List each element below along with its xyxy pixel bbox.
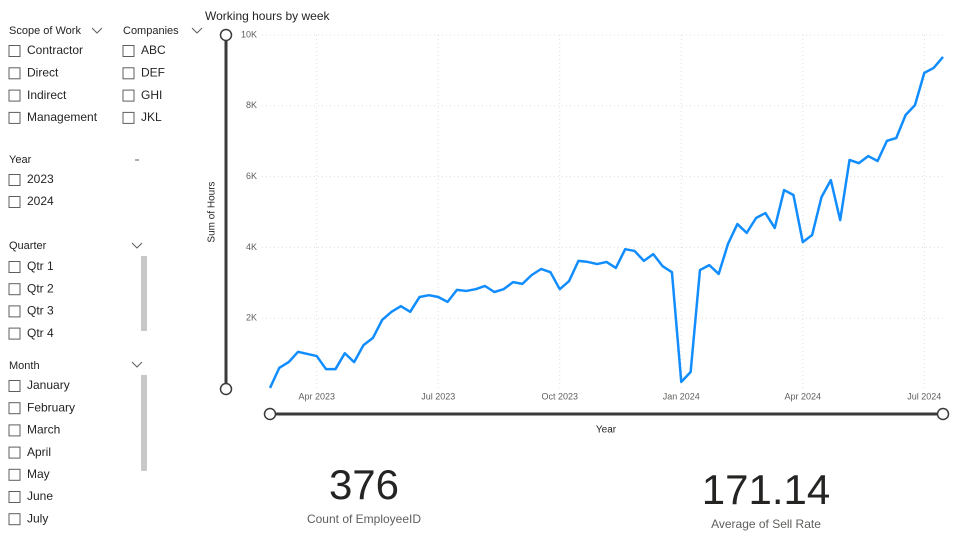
slicer-item[interactable]: ABC (141, 43, 166, 57)
x-axis-label: Year (596, 425, 617, 436)
checkbox[interactable] (8, 174, 21, 186)
checkbox[interactable] (8, 402, 21, 415)
slicer-item[interactable]: Qtr 4 (27, 326, 54, 340)
slicer-title: Companies (123, 25, 179, 37)
card-label: Average of Sell Rate (711, 517, 821, 531)
y-tick-label: 6K (246, 171, 257, 181)
x-slider-handle[interactable] (263, 407, 277, 421)
scrollbar[interactable] (141, 375, 147, 471)
scrollbar[interactable] (141, 256, 147, 331)
checkbox[interactable] (8, 446, 21, 459)
checkbox[interactable] (8, 468, 21, 481)
slicer-item[interactable]: June (27, 489, 53, 503)
x-slider-handle[interactable] (936, 407, 950, 421)
y-axis-label: Sum of Hours (207, 181, 218, 242)
chevron[interactable] (191, 27, 203, 34)
checkbox[interactable] (8, 380, 21, 392)
slicer-title: Quarter (9, 240, 47, 252)
slicer-item[interactable]: 2023 (27, 172, 54, 186)
checkbox[interactable] (8, 67, 21, 80)
slicer-item[interactable]: JKL (141, 110, 162, 124)
checkbox[interactable] (122, 45, 135, 57)
card-value: 171.14 (702, 466, 830, 513)
checkbox[interactable] (8, 45, 21, 57)
slicer-item[interactable]: Management (27, 110, 98, 124)
slicer-item[interactable]: February (27, 400, 75, 414)
x-tick-label: Apr 2023 (298, 391, 335, 401)
chevron[interactable] (131, 361, 143, 368)
slicer-item[interactable]: March (27, 423, 60, 437)
checkbox[interactable] (8, 89, 21, 102)
y-tick-label: 2K (246, 313, 257, 323)
y-tick-label: 4K (246, 242, 257, 252)
card-value: 376 (329, 461, 399, 508)
y-slider-handle[interactable] (219, 382, 233, 396)
checkbox[interactable] (8, 283, 21, 296)
chevron[interactable] (91, 27, 103, 34)
slicer-item[interactable]: 2024 (27, 194, 54, 208)
y-tick-label: 10K (241, 29, 257, 39)
card-label: Count of EmployeeID (307, 512, 421, 526)
data-line (268, 56, 944, 389)
slicer-item[interactable]: Qtr 1 (27, 259, 54, 273)
slicer-title: Scope of Work (9, 25, 81, 37)
slicer-title: Year (9, 154, 32, 166)
slicer-item[interactable]: Qtr 3 (27, 304, 54, 318)
slicer-item[interactable]: DEF (141, 65, 165, 79)
y-slider-handle[interactable] (219, 28, 233, 42)
chevron[interactable] (131, 242, 143, 249)
checkbox[interactable] (8, 111, 21, 124)
checkbox[interactable] (8, 196, 21, 208)
slicer-item[interactable]: GHI (141, 88, 162, 102)
slicer-item[interactable]: May (27, 467, 50, 481)
x-tick-label: Jul 2023 (421, 391, 455, 401)
slicer-item[interactable]: Indirect (27, 88, 67, 102)
checkbox[interactable] (8, 305, 21, 318)
x-tick-label: Apr 2024 (785, 391, 822, 401)
slicer-item[interactable]: January (27, 378, 70, 392)
x-tick-label: Jul 2024 (907, 391, 941, 401)
chart-title: Working hours by week (205, 9, 331, 23)
checkbox[interactable] (8, 327, 21, 340)
slicer-item[interactable]: Direct (27, 65, 59, 79)
checkbox[interactable] (8, 513, 21, 526)
slicer-item[interactable]: Contractor (27, 43, 83, 57)
y-tick-label: 8K (246, 100, 257, 110)
checkbox[interactable] (122, 111, 135, 124)
checkbox[interactable] (8, 491, 21, 503)
slicer-item[interactable]: Qtr 2 (27, 281, 54, 295)
x-tick-label: Oct 2023 (541, 391, 578, 401)
checkbox[interactable] (122, 67, 135, 80)
checkbox[interactable] (8, 261, 21, 273)
slicer-item[interactable]: April (27, 445, 51, 459)
x-tick-label: Jan 2024 (663, 391, 700, 401)
slicer-item[interactable]: July (27, 511, 48, 525)
checkbox[interactable] (8, 424, 21, 437)
slicer-title: Month (9, 360, 40, 372)
checkbox[interactable] (122, 89, 135, 102)
